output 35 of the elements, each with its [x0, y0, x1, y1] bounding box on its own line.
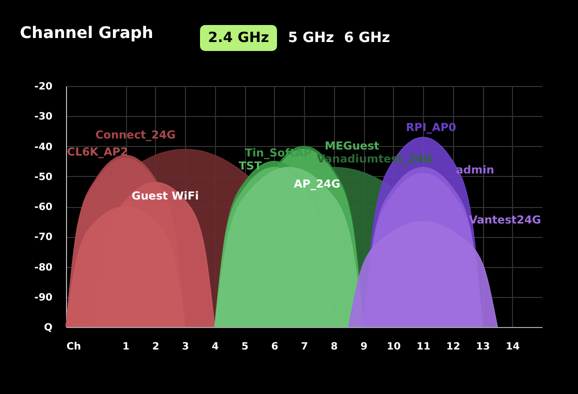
x-tick-label: 7 [301, 342, 308, 352]
x-tick-label: 4 [212, 342, 219, 352]
series-label: RPI_AP0 [406, 121, 457, 134]
x-tick-label: 6 [271, 342, 278, 352]
y-tick-label: -90 [34, 292, 53, 304]
chart-title: Channel Graph [20, 23, 154, 42]
y-tick-label: -70 [34, 232, 53, 244]
x-tick-label: 9 [360, 342, 368, 352]
y-tick-label: -60 [34, 202, 53, 213]
y-tick-label: -40 [34, 142, 53, 153]
x-tick-label: 8 [330, 342, 338, 352]
text: 5 GHz [287, 29, 335, 48]
series-label: Connect_24G [95, 128, 176, 142]
x-tick-label: 1 [122, 342, 130, 352]
x-tick-label: 11 [416, 342, 430, 352]
x-tick-label: 12 [446, 342, 460, 352]
y-tick-label: -80 [34, 262, 53, 274]
y-tick-label: -20 [34, 82, 53, 92]
text: 6 GHz [343, 29, 391, 48]
x-tick-label: 3 [182, 342, 190, 352]
series-label: TST [238, 159, 262, 172]
x-tick-label: Ch [66, 342, 81, 352]
y-tick-label: Q [44, 322, 52, 334]
x-tick-label: 10 [386, 342, 401, 352]
text: 2.4 GHz [200, 25, 278, 51]
x-tick-label: 2 [152, 342, 160, 352]
series-label: MEGuest [324, 139, 380, 152]
series-label: Guest WiFi [132, 189, 199, 202]
x-tick-label: 5 [242, 342, 249, 352]
y-tick-label: -30 [34, 112, 53, 123]
x-tick-label: 13 [476, 342, 490, 352]
x-tick-label: 14 [506, 342, 520, 352]
y-tick-label: -50 [34, 172, 53, 183]
series-label: AP_24G [294, 177, 340, 190]
series-label: CL6K_AP2 [67, 145, 128, 158]
